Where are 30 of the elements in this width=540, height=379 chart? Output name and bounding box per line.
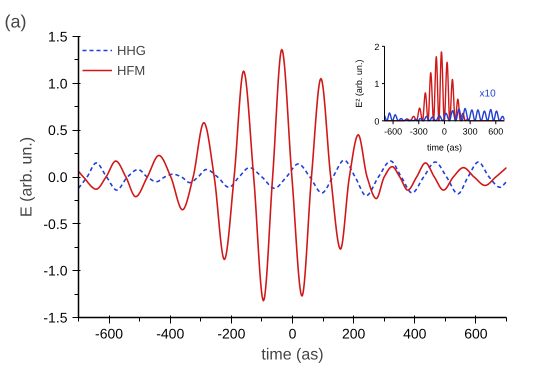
x-axis-title: time (as) bbox=[261, 346, 324, 364]
y-tick-label: -1.0 bbox=[43, 262, 68, 279]
y-tick-label: 0 bbox=[374, 116, 380, 126]
legend-label: HFM bbox=[117, 62, 146, 78]
y-tick-label: 1.0 bbox=[48, 75, 68, 92]
y-tick-label: 2 bbox=[374, 42, 380, 52]
y-tick-label: -0.5 bbox=[43, 216, 68, 232]
x-tick-label: 0 bbox=[442, 126, 447, 137]
x-tick-label: 300 bbox=[462, 126, 478, 137]
x-axis-title: time (as) bbox=[426, 142, 462, 153]
y-axis-title: E (arb. un.) bbox=[18, 136, 36, 218]
x-tick-label: 0 bbox=[288, 326, 297, 342]
x-tick-label: -600 bbox=[95, 326, 124, 342]
x-tick-label: 400 bbox=[403, 326, 427, 342]
y-tick-label: 1 bbox=[374, 79, 380, 90]
x-tick-label: -300 bbox=[410, 126, 428, 137]
x-tick-label: 600 bbox=[464, 326, 488, 342]
y-tick-label: -1.5 bbox=[43, 310, 68, 326]
y-tick-label: 0.5 bbox=[48, 122, 68, 138]
x-tick-label: -200 bbox=[217, 326, 246, 342]
x-tick-label: -400 bbox=[156, 326, 184, 342]
x-tick-label: -600 bbox=[384, 126, 402, 137]
text: (a) bbox=[4, 12, 26, 32]
y-tick-label: 1.5 bbox=[48, 28, 68, 44]
annotation: x10 bbox=[480, 88, 496, 100]
y-tick-label: 0.0 bbox=[48, 169, 68, 185]
x-tick-label: 600 bbox=[488, 126, 504, 137]
y-axis-title: E² (arb. un.) bbox=[354, 60, 364, 108]
legend-label: HHG bbox=[117, 42, 146, 58]
x-tick-label: 200 bbox=[342, 326, 366, 342]
